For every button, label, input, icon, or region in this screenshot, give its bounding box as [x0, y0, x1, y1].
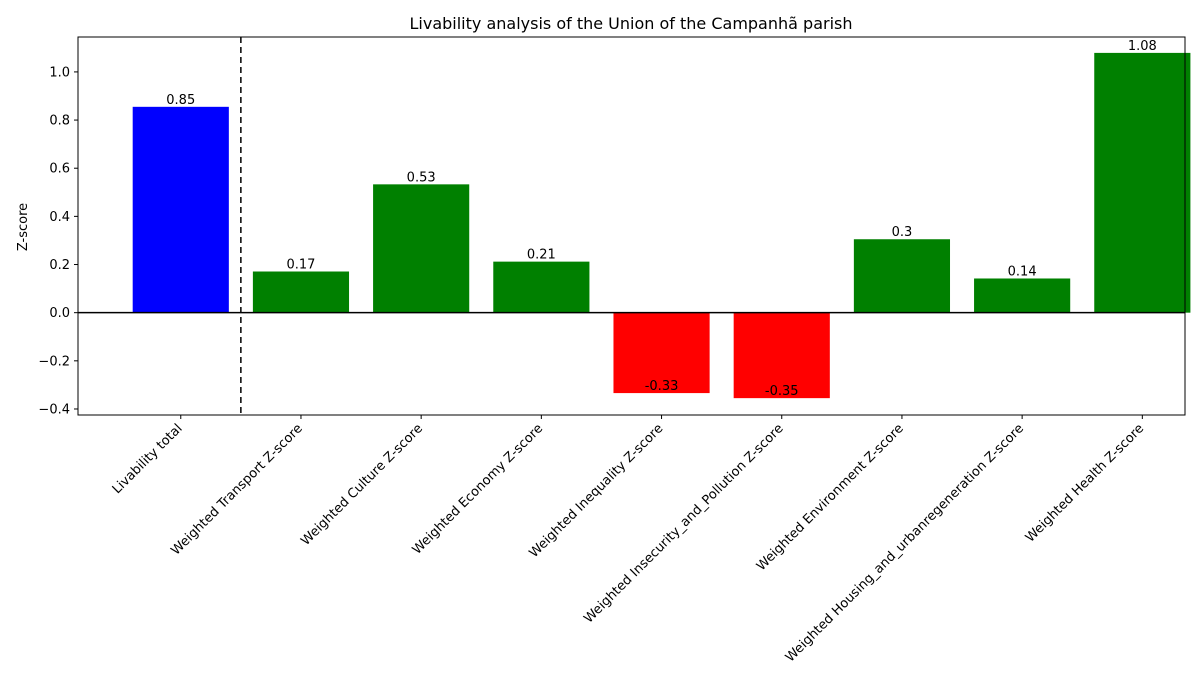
plot-frame — [77, 36, 1186, 416]
y-tick-label: 0.0 — [49, 306, 70, 321]
bar — [493, 261, 590, 313]
y-tick-label: −0.2 — [38, 354, 70, 369]
bar-value-label: 0.53 — [407, 170, 436, 185]
bar-value-label: 0.21 — [527, 248, 556, 263]
bar — [252, 271, 350, 313]
bar — [613, 312, 710, 394]
bar-value-label: 0.14 — [1008, 264, 1037, 279]
bar — [132, 106, 229, 313]
x-tick-label: Weighted Housing_and_urbanregeneration Z… — [783, 421, 1027, 665]
chart-title: Livability analysis of the Union of the … — [410, 14, 853, 33]
x-tick-label: Weighted Health Z-score — [1023, 421, 1147, 545]
y-tick-label: 0.4 — [49, 210, 70, 225]
bar — [373, 184, 470, 313]
bar — [733, 312, 830, 399]
bar — [1094, 52, 1191, 313]
y-tick-label: 0.6 — [49, 162, 70, 177]
x-tick-label: Weighted Inequality Z-score — [527, 421, 667, 561]
x-tick-label: Livability total — [110, 421, 186, 497]
x-tick-label: Weighted Culture Z-score — [298, 421, 426, 549]
bar-value-label: 0.17 — [286, 258, 315, 273]
x-tick-label: Weighted Insecurity_and_Pollution Z-scor… — [581, 421, 786, 626]
bar — [974, 278, 1071, 313]
bar-value-label: 0.85 — [166, 93, 195, 108]
bar-value-label: 0.3 — [892, 225, 913, 240]
bar-value-label: -0.33 — [645, 379, 679, 394]
y-tick-label: 0.8 — [49, 114, 70, 129]
x-tick-label: Weighted Transport Z-score — [169, 421, 306, 558]
x-tick-label: Weighted Environment Z-score — [754, 421, 907, 574]
y-tick-label: 1.0 — [49, 65, 70, 80]
x-tick-label: Weighted Economy Z-score — [410, 421, 546, 557]
plot-area: −0.4 −0.2 0.0 0.2 0.4 0.6 0.8 1.0 0.85 0.17 0.53 0.… — [38, 37, 1191, 665]
y-axis-label: Z-score — [16, 203, 31, 251]
bar-value-label: 1.08 — [1128, 39, 1157, 54]
bar-value-label: -0.35 — [765, 384, 799, 399]
y-tick-label: −0.4 — [38, 402, 70, 417]
bar — [853, 239, 951, 313]
y-tick-label: 0.2 — [49, 258, 70, 273]
